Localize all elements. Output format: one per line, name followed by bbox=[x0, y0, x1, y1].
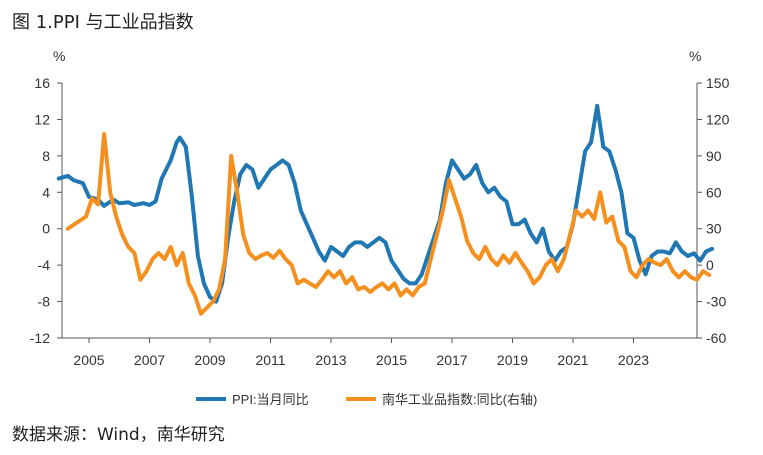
figure-title: 图 1.PPI 与工业品指数 bbox=[12, 12, 194, 33]
series-line-ppi bbox=[56, 103, 715, 304]
left-tick-label: 0 bbox=[42, 221, 50, 237]
left-axis-unit: % bbox=[53, 48, 65, 64]
right-axis-unit: % bbox=[689, 48, 701, 64]
left-tick-label: 12 bbox=[34, 111, 50, 127]
x-tick-label: 2015 bbox=[376, 352, 407, 368]
x-tick-label: 2019 bbox=[497, 352, 528, 368]
right-tick-label: 90 bbox=[706, 148, 722, 164]
series-line-nanhua bbox=[65, 132, 712, 316]
legend-label: PPI:当月同比 bbox=[232, 392, 309, 407]
left-tick-label: 16 bbox=[34, 75, 50, 91]
source-note: 数据来源：Wind，南华研究 bbox=[12, 425, 225, 445]
x-tick-label: 2017 bbox=[436, 352, 467, 368]
series-layer bbox=[56, 103, 715, 316]
right-tick-label: 120 bbox=[706, 111, 730, 127]
right-tick-label: 60 bbox=[706, 184, 722, 200]
axes: 16 12 8 4 0 -4 -8 -12 150 120 90 60 30 0 -30 -60% % 2005 2… bbox=[30, 48, 730, 368]
x-tick-label: 2013 bbox=[315, 352, 346, 368]
left-tick-label: -12 bbox=[30, 330, 50, 346]
x-tick-label: 2023 bbox=[618, 352, 649, 368]
legend: PPI:当月同比 南华工业品指数:同比(右轴) bbox=[196, 392, 537, 407]
legend-label: 南华工业品指数:同比(右轴) bbox=[382, 392, 537, 407]
right-tick-label: 150 bbox=[706, 75, 730, 91]
right-tick-label: 0 bbox=[706, 257, 714, 273]
right-tick-label: -30 bbox=[706, 294, 726, 310]
left-tick-label: 8 bbox=[42, 148, 50, 164]
left-tick-label: -8 bbox=[38, 294, 51, 310]
left-tick-label: 4 bbox=[42, 184, 50, 200]
x-tick-label: 2021 bbox=[557, 352, 588, 368]
x-tick-label: 2009 bbox=[194, 352, 225, 368]
right-tick-label: 30 bbox=[706, 221, 722, 237]
x-tick-label: 2007 bbox=[134, 352, 165, 368]
x-tick-label: 2011 bbox=[255, 352, 285, 368]
right-tick-label: -60 bbox=[706, 330, 726, 346]
x-tick-label: 2005 bbox=[73, 352, 104, 368]
left-tick-label: -4 bbox=[38, 257, 51, 273]
